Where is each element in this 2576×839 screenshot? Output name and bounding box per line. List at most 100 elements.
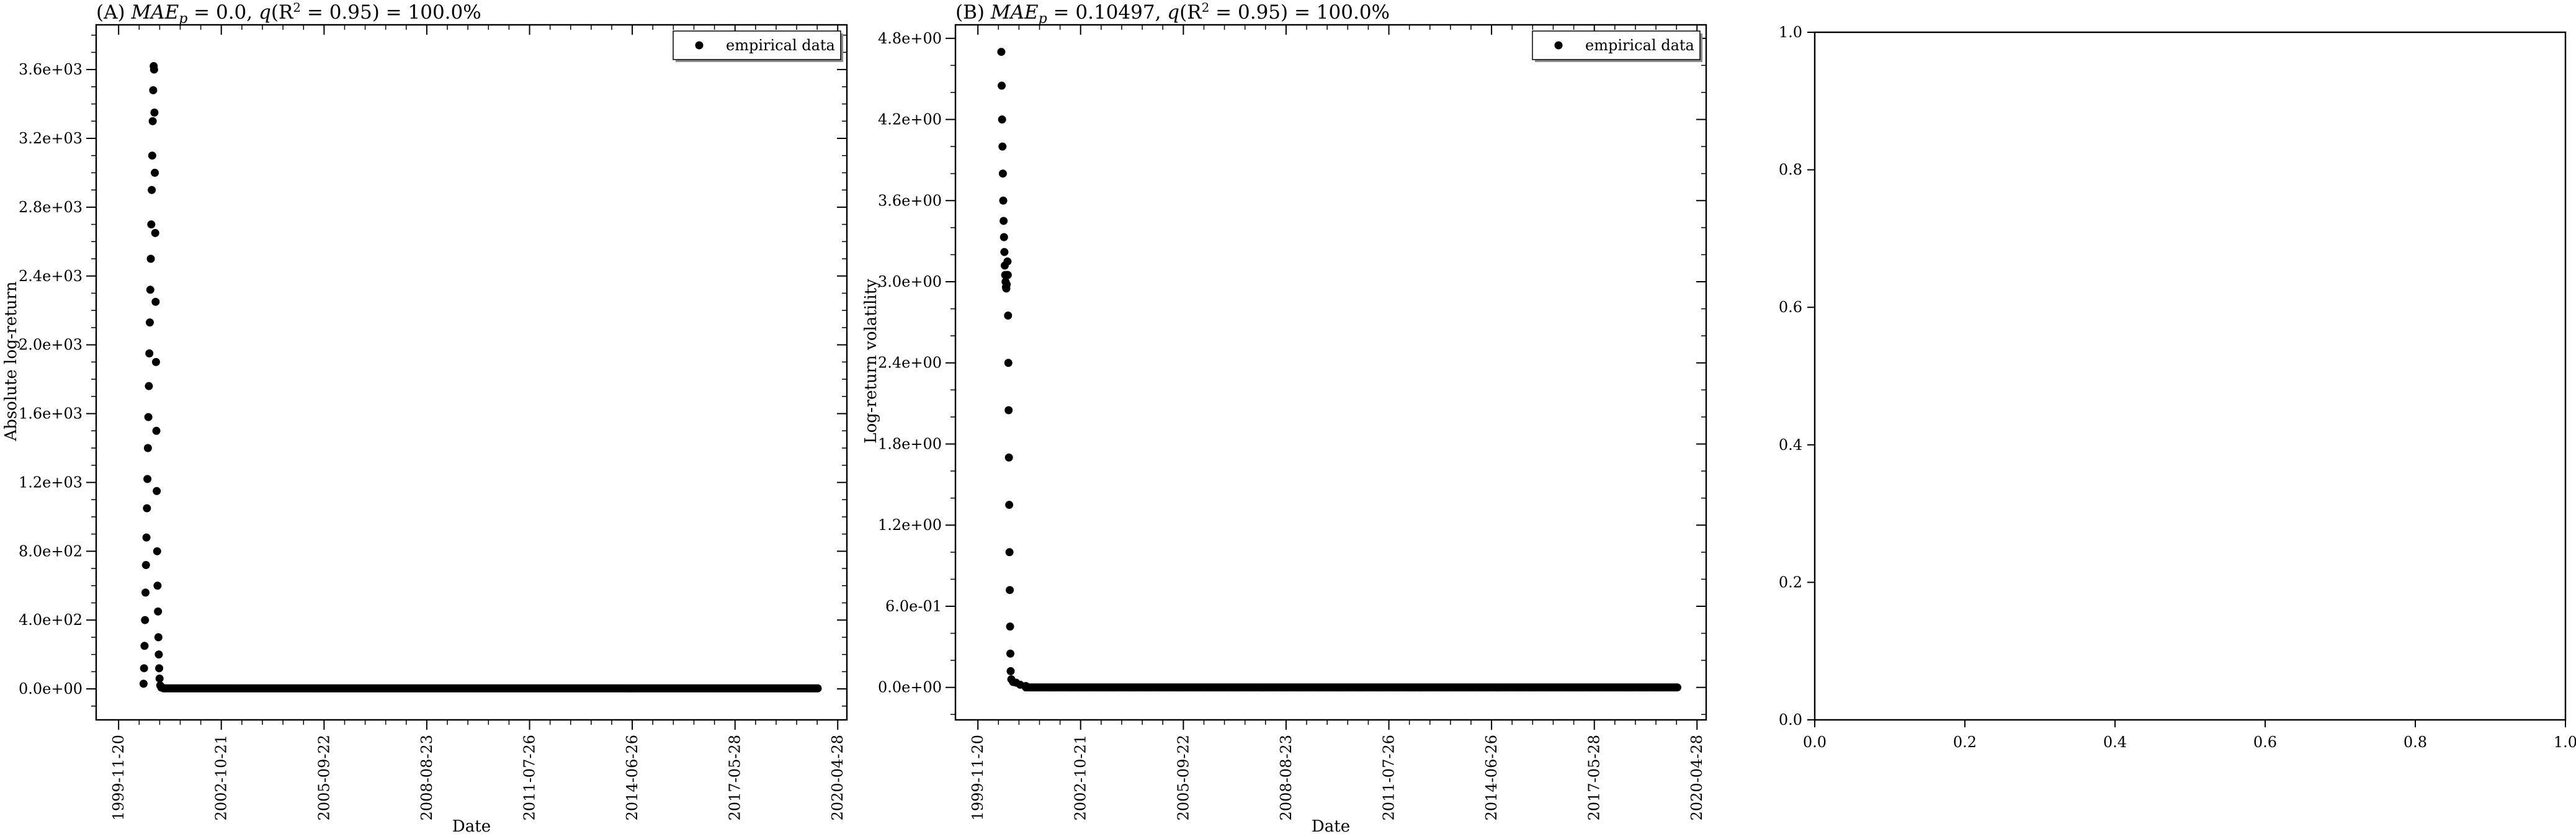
- legend-label: empirical data: [726, 37, 835, 54]
- data-point: [143, 444, 152, 452]
- y-tick-label: 3.2e+03: [19, 130, 83, 147]
- x-tick-label: 2002-10-21: [213, 735, 230, 820]
- x-tick-label: 2011-07-26: [1380, 735, 1398, 820]
- data-point: [151, 228, 159, 237]
- data-point: [1006, 622, 1014, 631]
- panel-a-title: (A) MAEp = 0.0, q(R2 = 0.95) = 100.0%: [96, 0, 481, 27]
- x-tick-label: 2002-10-21: [1072, 735, 1089, 820]
- y-tick-label: 0.2: [1779, 573, 1802, 591]
- data-point: [1000, 217, 1008, 225]
- legend-label: empirical data: [1585, 37, 1694, 54]
- data-point: [145, 382, 153, 390]
- x-tick-label: 2014-06-26: [1483, 735, 1500, 820]
- x-tick-label: 2005-09-22: [1174, 735, 1192, 820]
- data-point: [150, 65, 158, 74]
- data-point: [1006, 667, 1015, 676]
- x-tick-label: 0.0: [1803, 734, 1827, 751]
- y-tick-label: 4.0e+02: [19, 611, 83, 629]
- x-tick-label: 2017-05-28: [727, 735, 744, 820]
- panel-b-plot-area: 1999-11-20 2002-10-21 2005-09-22 2008-08-23…: [878, 24, 1707, 820]
- data-point: [148, 186, 156, 194]
- data-point: [151, 357, 160, 366]
- data-point: [145, 318, 154, 327]
- y-tick-label: 6.0e-01: [885, 598, 942, 615]
- data-point: [140, 664, 148, 673]
- data-point: [1000, 233, 1008, 241]
- y-tick-label: 0.0e+00: [878, 679, 942, 696]
- data-point: [145, 349, 154, 358]
- x-tick-label: 2005-09-22: [315, 735, 333, 820]
- y-tick-label: 8.0e+02: [19, 542, 83, 560]
- data-point: [1005, 501, 1014, 509]
- data-point: [998, 142, 1007, 151]
- data-point: [147, 220, 156, 229]
- panel-c: 0.0 0.2 0.4 0.6 0.8 1.0 0.0 0.2 0.4 0.6 0.8 1.0: [1779, 24, 2576, 751]
- panel-c-plot-area: 0.0 0.2 0.4 0.6 0.8 1.0 0.0 0.2 0.4 0.6 0.8 1.0: [1779, 24, 2576, 751]
- y-tick-label: 1.0: [1779, 24, 1802, 41]
- data-point: [1004, 311, 1013, 320]
- y-tick-label: 0.8: [1779, 161, 1802, 179]
- y-tick-label: 4.8e+00: [878, 30, 942, 47]
- x-tick-label: 2014-06-26: [624, 735, 641, 820]
- y-tick-label: 0.6: [1779, 298, 1802, 316]
- data-point: [998, 169, 1007, 178]
- plot-frame: [1813, 31, 2567, 721]
- x-tick-label: 2020-04-28: [1688, 735, 1706, 820]
- x-tick-label: 0.4: [2103, 734, 2127, 751]
- panel-a-y-axis-label: Absolute log-return: [2, 281, 20, 441]
- data-point: [997, 48, 1006, 56]
- data-point: [153, 487, 161, 495]
- data-point: [155, 664, 164, 673]
- data-point: [998, 115, 1006, 124]
- data-point: [154, 633, 163, 642]
- x-tick-label: 2008-08-23: [1277, 735, 1295, 820]
- data-point: [998, 81, 1006, 90]
- series-empirical-data: [997, 48, 1681, 692]
- y-tick-label: 0.4: [1779, 436, 1802, 454]
- panel-b-title: (B) MAEp = 0.10497, q(R2 = 0.95) = 100.0…: [955, 0, 1390, 27]
- data-point: [142, 533, 151, 542]
- y-tick-label: 3.6e+00: [878, 192, 942, 209]
- data-point: [152, 426, 161, 435]
- y-tick-label: 0.0: [1779, 711, 1802, 729]
- data-point: [149, 86, 158, 94]
- y-tick-label: 2.8e+03: [19, 199, 83, 216]
- data-point: [141, 616, 150, 624]
- plot-frame: [95, 24, 848, 721]
- y-tick-label: 1.2e+00: [878, 516, 942, 534]
- x-tick-label: 1.0: [2554, 734, 2576, 751]
- data-point: [1006, 586, 1014, 594]
- y-tick-label: 1.2e+03: [19, 473, 83, 491]
- data-point: [1003, 257, 1012, 266]
- data-point: [154, 650, 163, 659]
- y-tick-label: 1.8e+00: [878, 435, 942, 452]
- data-point: [146, 285, 154, 294]
- data-point: [813, 684, 822, 693]
- data-point: [1000, 248, 1009, 256]
- data-point: [1004, 359, 1013, 367]
- data-point: [153, 581, 162, 590]
- data-point: [151, 168, 159, 177]
- data-point: [143, 475, 152, 483]
- x-tick-label: 0.8: [2404, 734, 2427, 751]
- y-tick-label: 2.0e+03: [19, 336, 83, 354]
- data-point: [1004, 406, 1013, 415]
- panel-a: (A) MAEp = 0.0, q(R2 = 0.95) = 100.0% 19…: [2, 0, 848, 836]
- data-point: [999, 196, 1008, 205]
- y-tick-label: 4.2e+00: [878, 111, 942, 128]
- data-point: [151, 297, 160, 306]
- panel-b-y-axis-label: Log-return volatility: [862, 279, 880, 444]
- x-tick-label: 2017-05-28: [1586, 735, 1603, 820]
- y-tick-label: 1.6e+03: [19, 405, 83, 423]
- data-point: [146, 254, 155, 263]
- data-point: [140, 642, 149, 650]
- legend-marker: [695, 41, 704, 50]
- x-tick-label: 2020-04-28: [829, 735, 846, 820]
- panel-a-x-axis-label: Date: [452, 817, 491, 836]
- data-point: [1003, 271, 1012, 279]
- x-tick-label: 1999-11-20: [110, 735, 127, 820]
- x-tick-label: 2008-08-23: [418, 735, 436, 820]
- data-point: [1673, 683, 1681, 692]
- plot-frame: [954, 24, 1707, 721]
